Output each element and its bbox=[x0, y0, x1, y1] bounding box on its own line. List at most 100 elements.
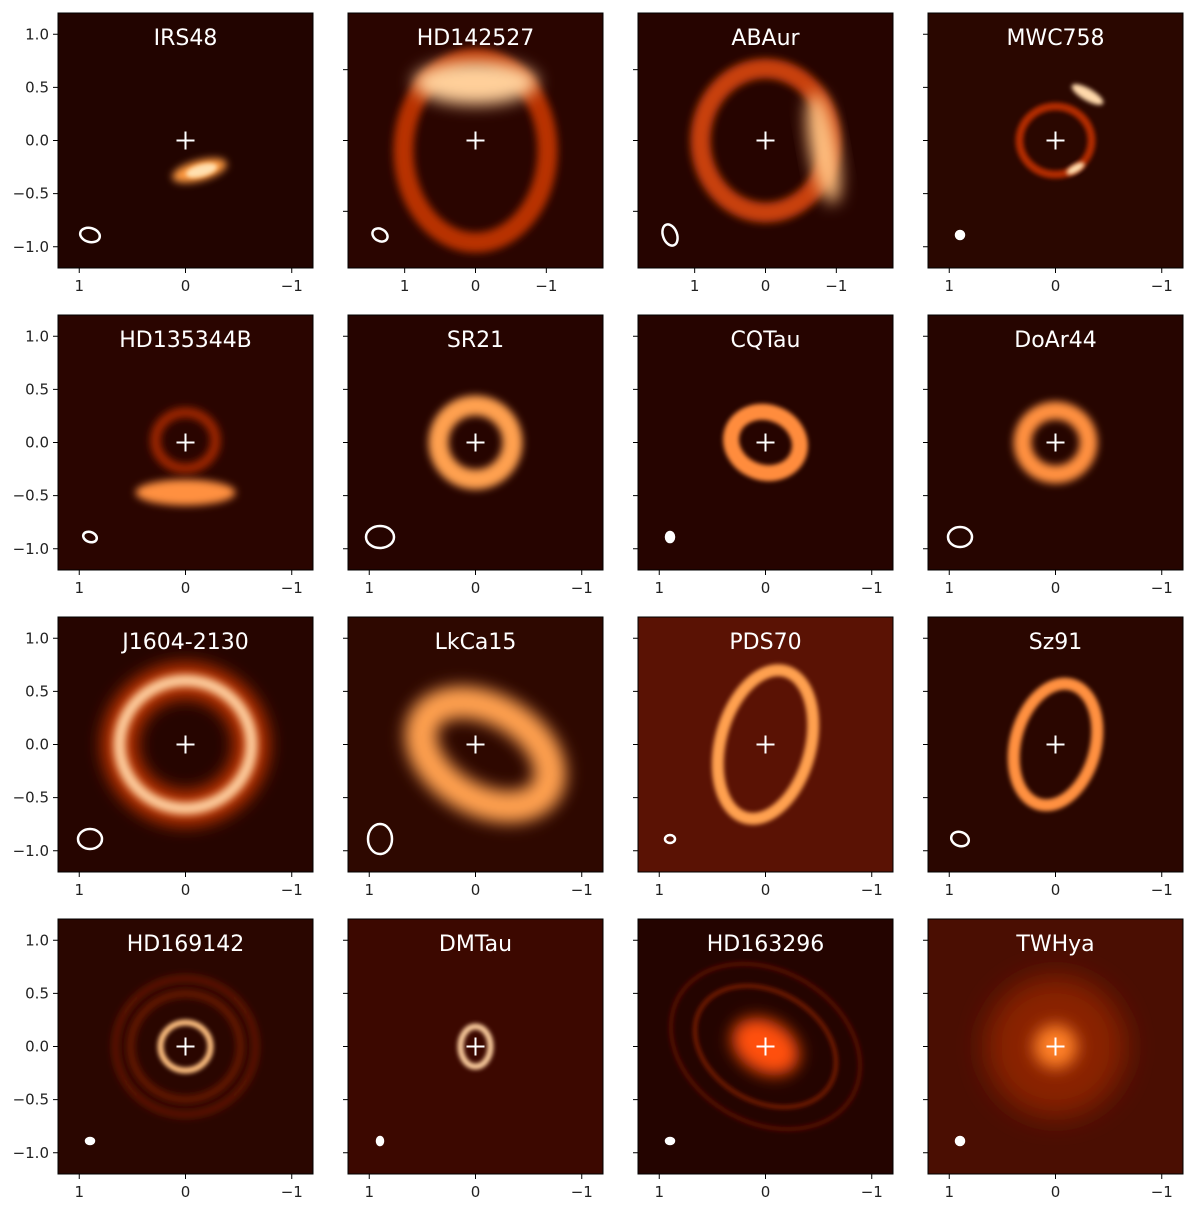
x-tick-label: −1 bbox=[861, 1183, 883, 1201]
x-tick-label: 0 bbox=[1051, 881, 1061, 899]
beam bbox=[661, 223, 679, 247]
panel: SR21 1 0 −1 bbox=[343, 314, 604, 597]
x-tick-label: 0 bbox=[181, 881, 191, 899]
beam bbox=[949, 830, 971, 848]
panel: ABAur 1 0 −1 bbox=[633, 12, 894, 295]
y-tick-label: 1.0 bbox=[25, 931, 49, 949]
x-tick-label: −1 bbox=[571, 1183, 593, 1201]
panel: HD163296 1 0 −1 bbox=[633, 918, 894, 1201]
disk-emission bbox=[157, 1019, 214, 1074]
panel: HD142527 1 0 −1 bbox=[343, 12, 604, 295]
panel: DoAr44 1 0 −1 bbox=[923, 314, 1184, 597]
panel-title: IRS48 bbox=[154, 26, 218, 51]
beam bbox=[366, 822, 394, 856]
panel-title: Sz91 bbox=[1029, 630, 1083, 655]
panel-image bbox=[348, 315, 603, 570]
panel-title: LkCa15 bbox=[435, 630, 517, 655]
x-tick-label: 1 bbox=[654, 881, 664, 899]
x-tick-label: 0 bbox=[1051, 1183, 1061, 1201]
y-tick-label: 0.5 bbox=[25, 682, 49, 700]
panel: Sz91 1 0 −1 bbox=[923, 616, 1184, 899]
panel-title: CQTau bbox=[731, 328, 801, 353]
disk-emission bbox=[668, 961, 863, 1132]
y-tick-label: −0.5 bbox=[13, 185, 49, 203]
beam bbox=[375, 1135, 385, 1147]
beam bbox=[954, 1135, 966, 1147]
beam bbox=[954, 229, 966, 241]
disk-emission bbox=[692, 983, 839, 1110]
panel: TWHya 1 0 −1 bbox=[923, 918, 1184, 1201]
panel-image bbox=[928, 919, 1183, 1174]
disk-emission bbox=[711, 664, 820, 825]
y-tick-label: 0.0 bbox=[25, 434, 49, 452]
x-tick-label: 0 bbox=[471, 881, 481, 899]
x-tick-label: 1 bbox=[74, 579, 84, 597]
x-tick-label: 1 bbox=[74, 1183, 84, 1201]
beam bbox=[371, 227, 389, 243]
panel-image bbox=[638, 617, 893, 872]
x-tick-label: 0 bbox=[761, 881, 771, 899]
y-tick-label: −1.0 bbox=[13, 238, 49, 256]
panel-title: HD142527 bbox=[417, 26, 534, 51]
beam bbox=[76, 827, 104, 851]
panel-title: ABAur bbox=[731, 26, 800, 51]
disk-emission bbox=[113, 976, 258, 1117]
disk-emission bbox=[185, 163, 218, 178]
panel-title: TWHya bbox=[1015, 932, 1094, 957]
x-tick-label: 0 bbox=[181, 579, 191, 597]
y-tick-label: 0.5 bbox=[25, 380, 49, 398]
panel-image bbox=[928, 13, 1183, 268]
x-tick-label: −1 bbox=[861, 881, 883, 899]
panel: DMTau 1 0 −1 bbox=[343, 918, 604, 1201]
disk-emission bbox=[1013, 401, 1098, 484]
disk-emission bbox=[457, 1023, 494, 1070]
panel: LkCa15 1 0 −1 bbox=[343, 616, 604, 899]
panel-image bbox=[638, 13, 893, 268]
x-tick-label: 1 bbox=[74, 881, 84, 899]
y-tick-label: −1.0 bbox=[13, 842, 49, 860]
y-tick-label: −1.0 bbox=[13, 1144, 49, 1162]
disk-emission bbox=[1007, 677, 1104, 812]
x-tick-label: 0 bbox=[761, 579, 771, 597]
disk-emission bbox=[806, 93, 841, 204]
disk-emission bbox=[150, 407, 221, 474]
x-tick-label: −1 bbox=[825, 277, 847, 295]
x-tick-label: −1 bbox=[861, 579, 883, 597]
y-tick-label: 0.0 bbox=[25, 736, 49, 754]
disk-emission bbox=[1071, 84, 1104, 105]
panel-title: SR21 bbox=[447, 328, 504, 353]
y-tick-label: 1.0 bbox=[25, 629, 49, 647]
y-tick-label: 0.5 bbox=[25, 78, 49, 96]
panel: IRS48 1 0 −1 1.0 0.5 0.0 −0.5 −1.0 bbox=[13, 12, 314, 295]
x-tick-label: 1 bbox=[364, 881, 374, 899]
panel: HD135344B 1 0 −1 1.0 0.5 0.0 −0.5 −1.0 bbox=[13, 314, 314, 597]
beam bbox=[664, 530, 676, 544]
panel: J1604-2130 1 0 −1 1.0 0.5 0.0 −0.5 −1.0 bbox=[13, 616, 314, 899]
x-tick-label: 1 bbox=[944, 579, 954, 597]
disk-emission bbox=[393, 48, 558, 253]
x-tick-label: 1 bbox=[74, 277, 84, 295]
panel-image bbox=[928, 617, 1183, 872]
y-tick-label: 0.0 bbox=[25, 132, 49, 150]
y-tick-label: 0.0 bbox=[25, 1038, 49, 1056]
disk-emission bbox=[1066, 162, 1085, 175]
panel-image bbox=[348, 617, 603, 872]
x-tick-label: 0 bbox=[181, 277, 191, 295]
beam bbox=[364, 524, 396, 550]
panel-image bbox=[58, 315, 313, 570]
beam bbox=[946, 525, 974, 549]
x-tick-label: 1 bbox=[654, 1183, 664, 1201]
panel-title: DMTau bbox=[439, 932, 512, 957]
x-tick-label: 0 bbox=[471, 579, 481, 597]
x-tick-label: 1 bbox=[400, 277, 410, 295]
panel: HD169142 1 0 −1 1.0 0.5 0.0 −0.5 −1.0 bbox=[13, 918, 314, 1201]
x-tick-label: 1 bbox=[944, 277, 954, 295]
panel-image bbox=[348, 13, 603, 268]
y-tick-label: −0.5 bbox=[13, 487, 49, 505]
x-tick-label: 1 bbox=[944, 881, 954, 899]
x-tick-label: −1 bbox=[1151, 1183, 1173, 1201]
disk-emission bbox=[113, 674, 258, 815]
y-tick-label: 1.0 bbox=[25, 327, 49, 345]
x-tick-label: 0 bbox=[1051, 277, 1061, 295]
